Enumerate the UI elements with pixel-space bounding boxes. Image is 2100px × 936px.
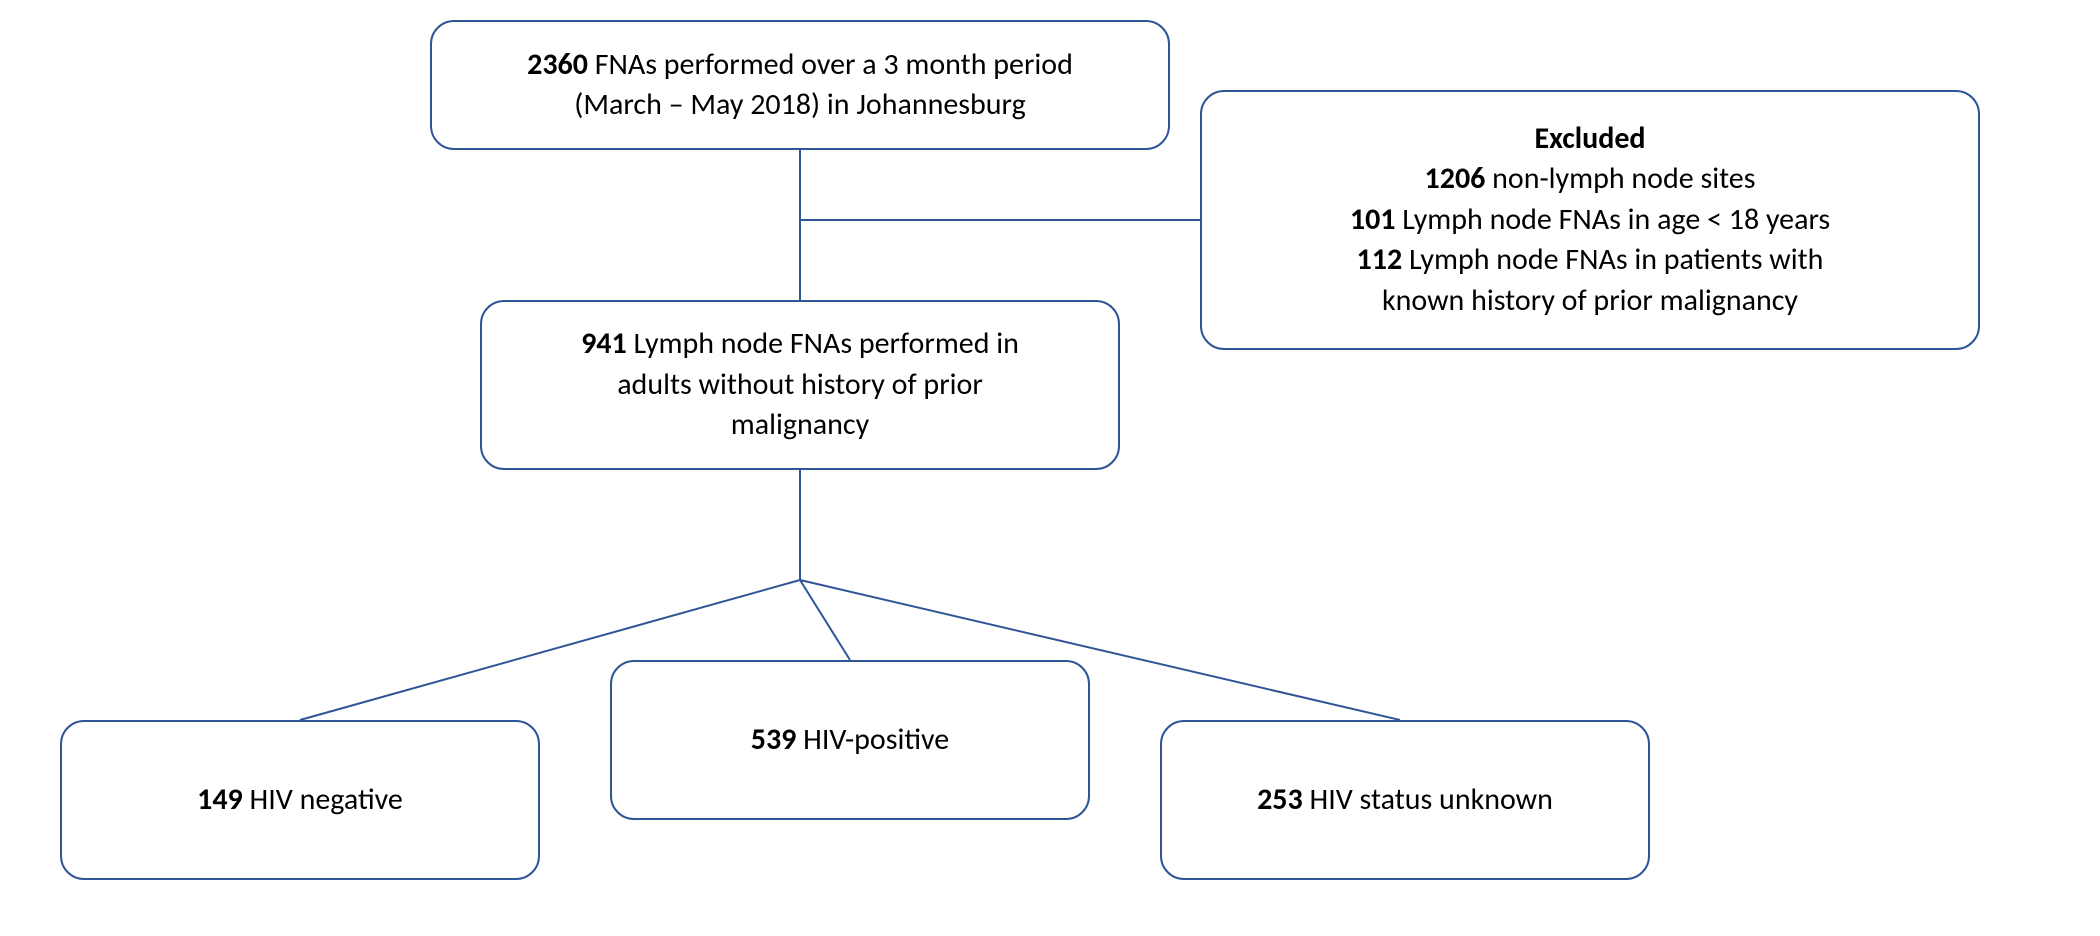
node-total-line1-rest: FNAs performed over a 3 month period xyxy=(588,46,1073,83)
node-excluded-item1: 1206 non-lymph node sites xyxy=(1425,159,1756,200)
node-hiv-unknown-rest: HIV status unknown xyxy=(1303,781,1553,818)
flowchart-container: 2360 FNAs performed over a 3 month perio… xyxy=(0,0,2100,936)
node-excluded: Excluded 1206 non-lymph node sites 101 L… xyxy=(1200,90,1980,350)
node-hiv-positive: 539 HIV-positive xyxy=(610,660,1090,820)
node-hiv-unknown-count: 253 xyxy=(1257,781,1303,818)
node-total-count: 2360 xyxy=(527,46,588,83)
node-excluded-item3-count: 112 xyxy=(1357,241,1403,278)
node-hiv-negative: 149 HIV negative xyxy=(60,720,540,880)
node-included: 941 Lymph node FNAs performed in adults … xyxy=(480,300,1120,470)
node-hiv-unknown-line: 253 HIV status unknown xyxy=(1257,780,1553,821)
node-included-line1-rest: Lymph node FNAs performed in xyxy=(627,325,1019,362)
node-excluded-item3-line2: known history of prior malignancy xyxy=(1382,281,1798,322)
node-hiv-negative-rest: HIV negative xyxy=(243,781,403,818)
node-excluded-title: Excluded xyxy=(1534,119,1645,160)
node-excluded-item3-rest: Lymph node FNAs in patients with xyxy=(1402,241,1823,278)
node-excluded-item1-count: 1206 xyxy=(1425,160,1486,197)
node-total-line1: 2360 FNAs performed over a 3 month perio… xyxy=(527,45,1073,86)
node-excluded-item3: 112 Lymph node FNAs in patients with xyxy=(1357,240,1824,281)
node-hiv-unknown: 253 HIV status unknown xyxy=(1160,720,1650,880)
node-included-line2: adults without history of prior xyxy=(617,365,983,406)
node-excluded-item2: 101 Lymph node FNAs in age < 18 years xyxy=(1350,200,1830,241)
node-hiv-positive-rest: HIV-positive xyxy=(796,721,949,758)
node-hiv-negative-line: 149 HIV negative xyxy=(197,780,403,821)
node-excluded-item2-count: 101 xyxy=(1350,201,1396,238)
node-included-line1: 941 Lymph node FNAs performed in xyxy=(581,324,1019,365)
node-hiv-positive-count: 539 xyxy=(751,721,797,758)
node-hiv-negative-count: 149 xyxy=(197,781,243,818)
node-hiv-positive-line: 539 HIV-positive xyxy=(751,720,949,761)
node-total-line2: (March – May 2018) in Johannesburg xyxy=(574,85,1025,126)
node-excluded-item1-rest: non-lymph node sites xyxy=(1485,160,1755,197)
node-included-count: 941 xyxy=(581,325,627,362)
node-included-line3: malignancy xyxy=(731,405,869,446)
node-excluded-item2-rest: Lymph node FNAs in age < 18 years xyxy=(1395,201,1830,238)
node-total-fnas: 2360 FNAs performed over a 3 month perio… xyxy=(430,20,1170,150)
